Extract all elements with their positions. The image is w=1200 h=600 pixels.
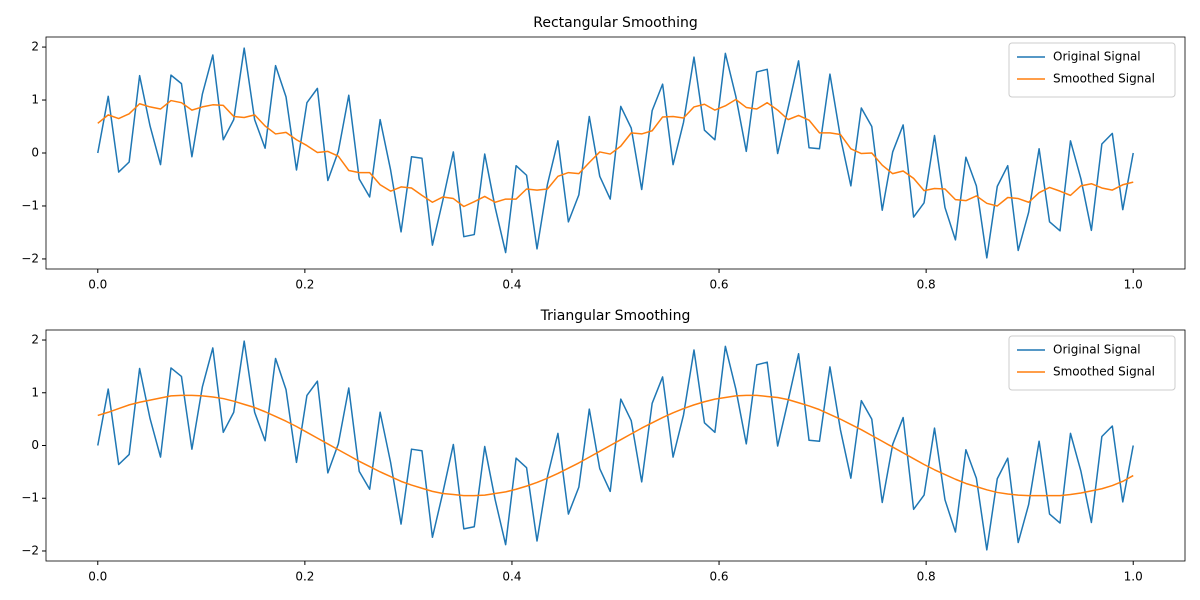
y-tick-label: 2 (31, 333, 39, 347)
x-tick-label: 0.0 (88, 570, 107, 584)
y-tick-label: 2 (31, 40, 39, 54)
legend-label: Original Signal (1053, 343, 1141, 357)
legend-label: Original Signal (1053, 50, 1141, 64)
subplot: Triangular Smoothing 0.0 0.2 0.4 0.6 0.8 1.0 −2… (21, 308, 1186, 584)
y-tick-label: 1 (31, 93, 39, 107)
y-tick-label: −1 (21, 491, 39, 505)
x-tick-label: 0.8 (917, 278, 936, 292)
x-tick-label: 0.2 (295, 570, 314, 584)
legend-box (1008, 335, 1176, 391)
x-tick-label: 0.4 (502, 570, 521, 584)
x-tick-label: 0.6 (709, 278, 728, 292)
x-tick-label: 0.2 (295, 278, 314, 292)
legend: Original Signal Smoothed Signal (1008, 335, 1176, 391)
legend-label: Smoothed Signal (1053, 72, 1155, 86)
y-tick-label: −2 (21, 543, 39, 557)
axes-frame (45, 329, 1186, 562)
series-line (97, 394, 1134, 497)
series-line (97, 98, 1134, 208)
y-tick-label: 1 (31, 385, 39, 399)
y-tick-label: −2 (21, 251, 39, 265)
legend: Original Signal Smoothed Signal (1008, 42, 1176, 98)
x-tick-label: 1.0 (1124, 570, 1143, 584)
x-tick-label: 0.0 (88, 278, 107, 292)
y-tick-label: −1 (21, 198, 39, 212)
axes-frame (45, 36, 1186, 270)
y-tick-label: 0 (31, 438, 39, 452)
chart-title: Triangular Smoothing (540, 308, 691, 324)
subplot: Rectangular Smoothing 0.0 0.2 0.4 0.6 0.8 1.0 −… (21, 15, 1186, 292)
series-line (97, 340, 1134, 551)
legend-box (1008, 42, 1176, 98)
legend-label: Smoothed Signal (1053, 365, 1155, 379)
chart-title: Rectangular Smoothing (533, 15, 697, 31)
x-tick-label: 1.0 (1124, 278, 1143, 292)
y-tick-label: 0 (31, 146, 39, 160)
x-tick-label: 0.8 (917, 570, 936, 584)
x-tick-label: 0.4 (502, 278, 521, 292)
series-line (97, 47, 1134, 259)
x-tick-label: 0.6 (709, 570, 728, 584)
